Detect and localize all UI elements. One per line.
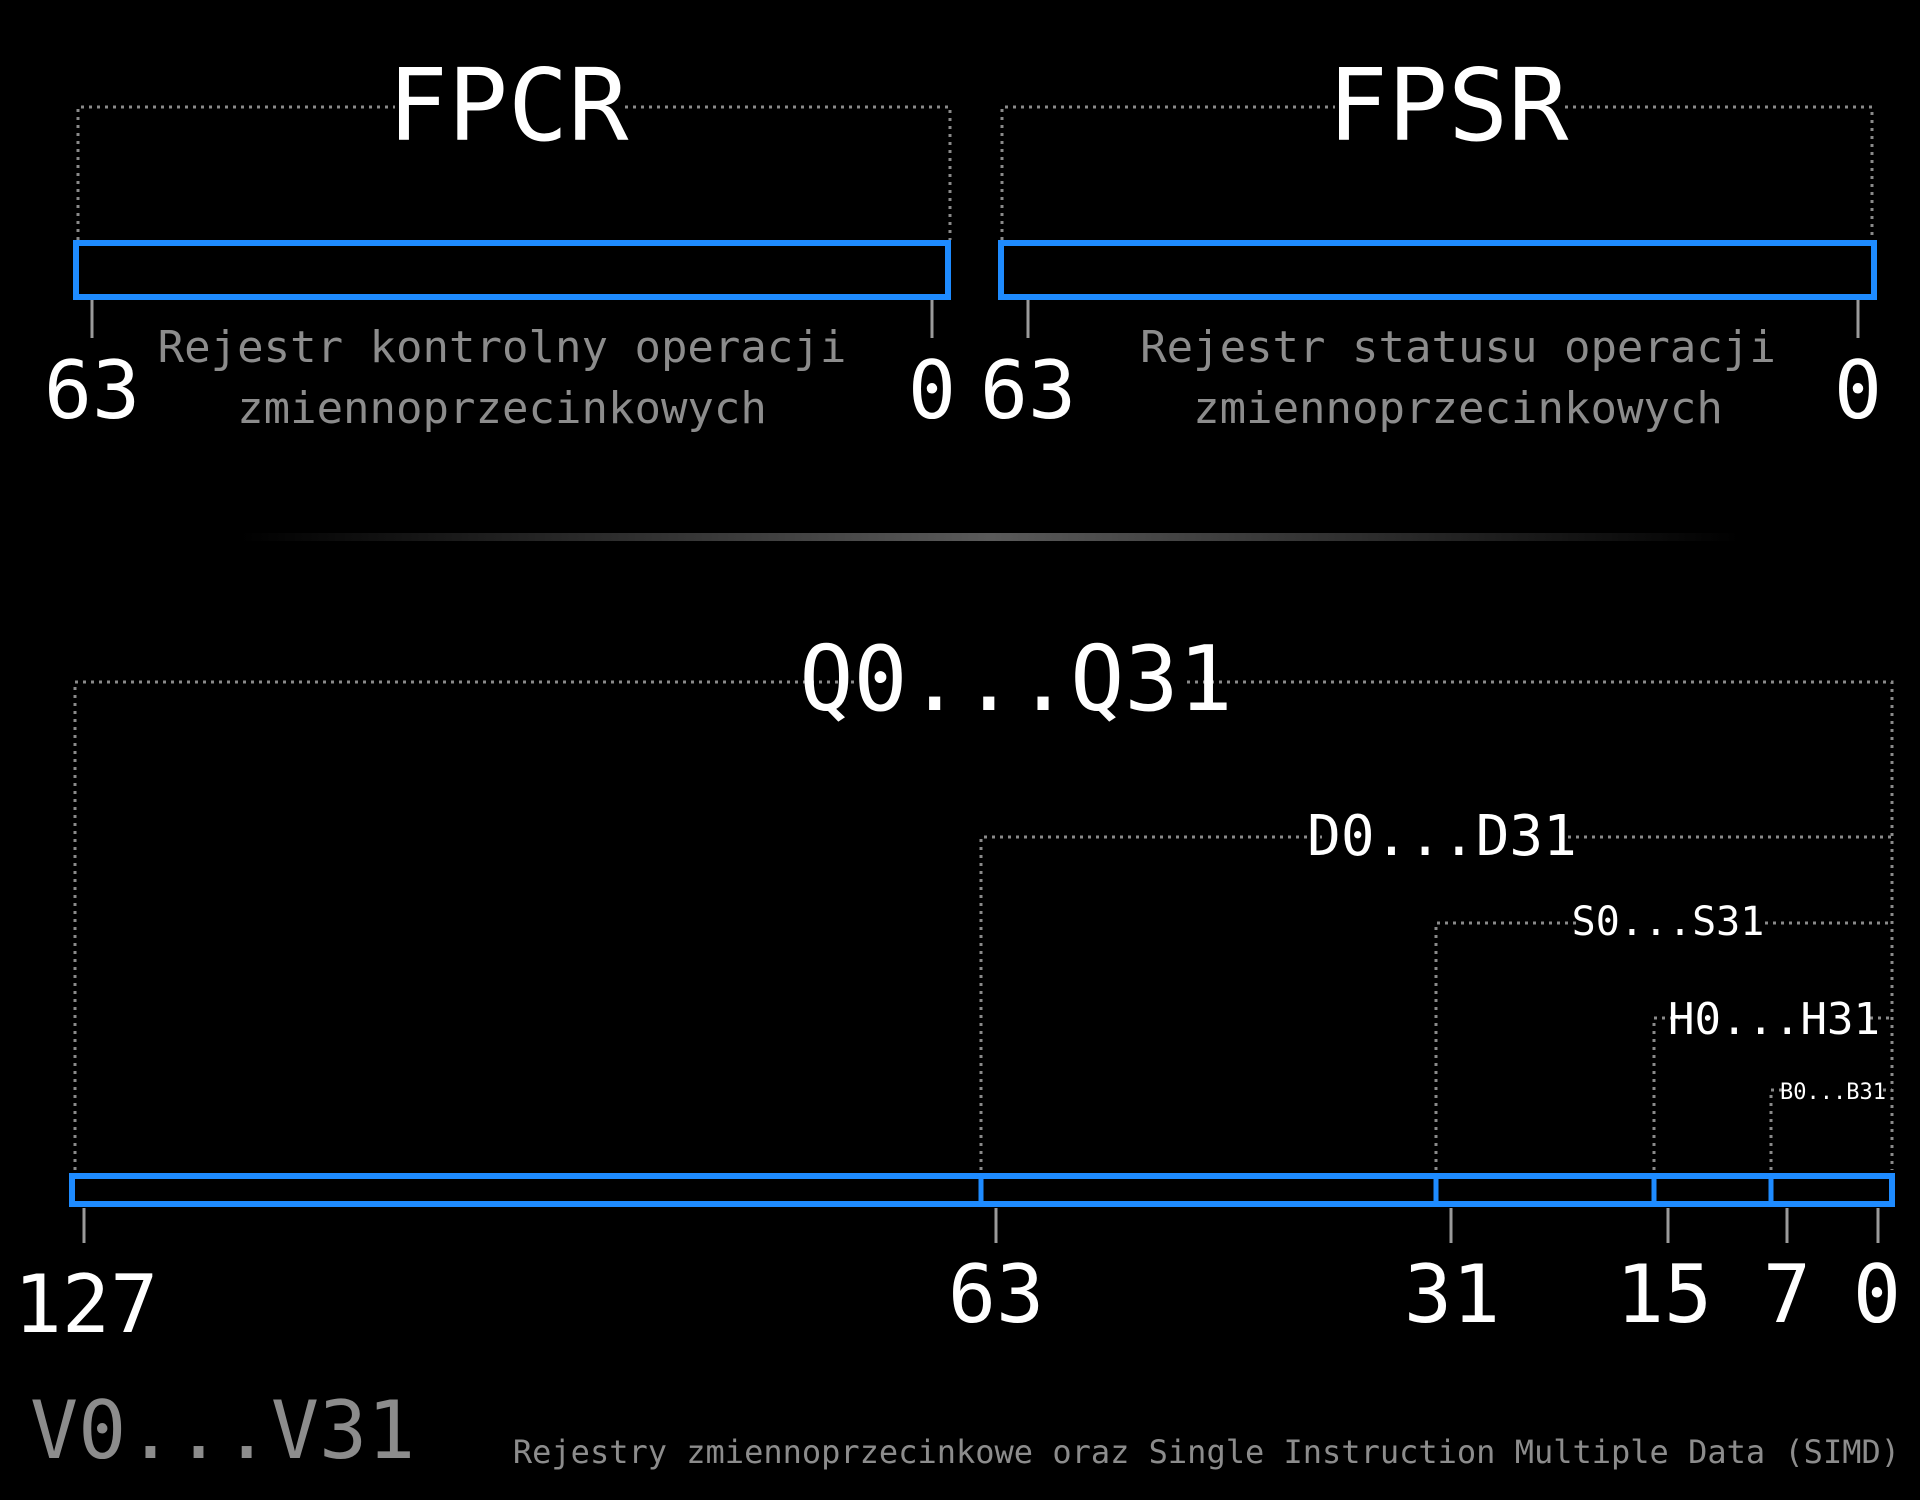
simd-register: Q0...Q31 D0...D31 S0...S31 H0...H31 B0..… <box>14 625 1901 1477</box>
bit-label-0: 0 <box>1853 1248 1901 1341</box>
fpcr-bar <box>73 240 951 300</box>
fpcr-msb-label: 63 <box>44 344 140 437</box>
fpcr-title-bg <box>395 50 625 160</box>
fpcr-title: FPCR <box>388 47 630 164</box>
fpsr-register: FPSR 63 0 Rejestr statusu operacji zmien… <box>980 47 1882 437</box>
d-view-label: D0...D31 <box>1307 804 1577 869</box>
s-view-label-bg <box>1577 895 1760 945</box>
s-view-bracket <box>1434 921 1892 1170</box>
fpcr-description-line2: zmiennoprzecinkowych <box>237 383 767 434</box>
fpsr-title-bg <box>1335 50 1560 160</box>
bit-label-31: 31 <box>1404 1248 1500 1341</box>
h-view-label-bg <box>1680 990 1870 1044</box>
h-view-label: H0...H31 <box>1668 994 1880 1045</box>
bit-label-7: 7 <box>1763 1248 1811 1341</box>
fpsr-description-line1: Rejestr statusu operacji <box>1140 322 1776 373</box>
fpcr-description-line1: Rejestr kontrolny operacji <box>158 322 847 373</box>
vector-register-label: V0...V31 <box>30 1384 415 1477</box>
fpsr-msb-label: 63 <box>980 344 1076 437</box>
d-view-label-bg <box>1322 800 1562 870</box>
h-view-bracket <box>1652 1016 1892 1170</box>
s-view-label: S0...S31 <box>1572 899 1765 945</box>
fpsr-description-line2: zmiennoprzecinkowych <box>1193 383 1723 434</box>
diagram-caption: Rejestry zmiennoprzecinkowe oraz Single … <box>513 1433 1900 1471</box>
fpsr-title: FPSR <box>1328 47 1570 164</box>
section-separator <box>240 533 1740 541</box>
q-view-label: Q0...Q31 <box>799 627 1232 732</box>
fpsr-bar <box>998 240 1877 300</box>
q-view-label-bg <box>855 625 1185 725</box>
bit-label-127: 127 <box>14 1258 159 1351</box>
fpcr-register: FPCR 63 0 Rejestr kontrolny operacji zmi… <box>44 47 956 437</box>
b-view-label: B0...B31 <box>1780 1080 1886 1105</box>
b-view-label-bg <box>1783 1075 1883 1105</box>
bit-label-63: 63 <box>948 1248 1044 1341</box>
bit-label-15: 15 <box>1616 1248 1712 1341</box>
fpcr-lsb-label: 0 <box>908 344 956 437</box>
fpsr-lsb-label: 0 <box>1834 344 1882 437</box>
